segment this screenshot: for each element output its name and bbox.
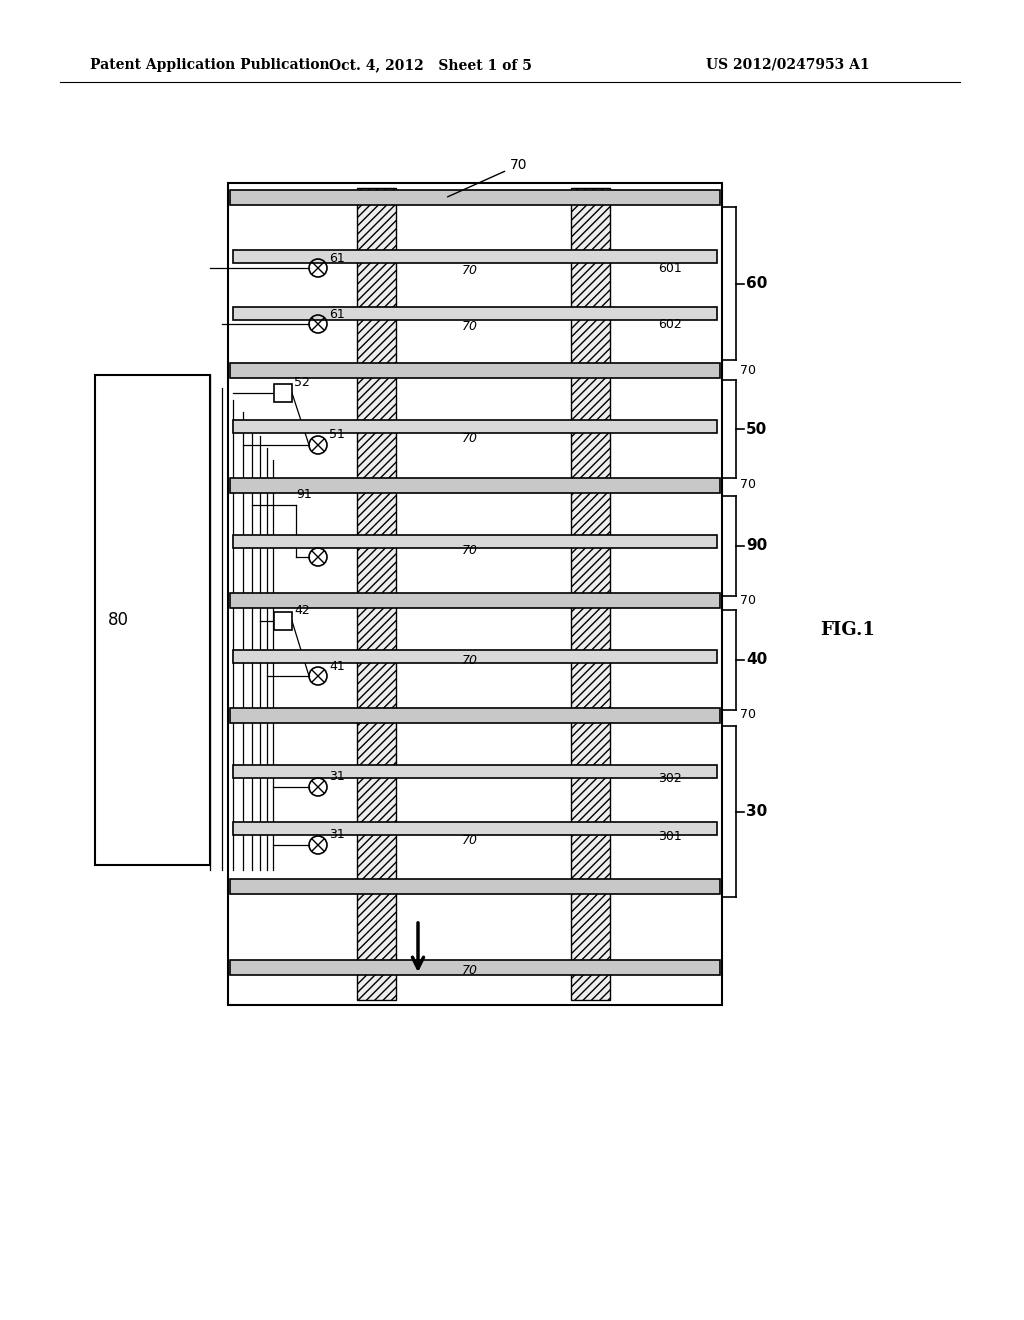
Text: 70: 70: [462, 653, 478, 667]
Bar: [274, 384, 292, 403]
Text: FIG.1: FIG.1: [820, 620, 874, 639]
Text: 70: 70: [462, 264, 478, 276]
Bar: [230, 478, 720, 492]
Bar: [233, 535, 717, 548]
Bar: [233, 822, 717, 836]
Text: 41: 41: [329, 660, 345, 672]
Bar: [233, 308, 717, 319]
Text: 50: 50: [746, 421, 767, 437]
Bar: [230, 190, 720, 205]
Bar: [274, 612, 292, 630]
Text: 70: 70: [462, 432, 478, 445]
Text: US 2012/0247953 A1: US 2012/0247953 A1: [707, 58, 870, 73]
Text: 70: 70: [462, 319, 478, 333]
Text: 52: 52: [294, 375, 310, 388]
Text: 70: 70: [462, 964, 478, 977]
Text: 91: 91: [296, 487, 311, 500]
Text: 70: 70: [740, 479, 756, 491]
Text: 31: 31: [329, 829, 345, 842]
Text: 31: 31: [329, 771, 345, 784]
Text: 70: 70: [740, 709, 756, 722]
Bar: [230, 593, 720, 609]
Bar: [95, 375, 210, 865]
Bar: [233, 420, 717, 433]
Bar: [230, 708, 720, 723]
Text: 51: 51: [329, 429, 345, 441]
Text: Patent Application Publication: Patent Application Publication: [90, 58, 330, 73]
Text: 42: 42: [294, 603, 309, 616]
Text: 61: 61: [329, 308, 345, 321]
Bar: [357, 187, 396, 1001]
Bar: [230, 363, 720, 378]
Bar: [233, 649, 717, 663]
Text: 602: 602: [658, 318, 682, 330]
Bar: [230, 960, 720, 975]
Text: 80: 80: [108, 611, 129, 630]
Text: 70: 70: [462, 544, 478, 557]
Text: 70: 70: [740, 363, 756, 376]
Bar: [571, 187, 610, 1001]
Bar: [230, 879, 720, 894]
Text: 61: 61: [329, 252, 345, 264]
Text: 70: 70: [447, 158, 527, 197]
Text: 60: 60: [746, 276, 767, 290]
Text: 40: 40: [746, 652, 767, 668]
Text: 70: 70: [462, 833, 478, 846]
Text: 301: 301: [658, 829, 682, 842]
Bar: [233, 249, 717, 263]
Bar: [228, 183, 722, 1005]
Text: 30: 30: [746, 804, 767, 818]
Bar: [233, 766, 717, 777]
Text: 302: 302: [658, 771, 682, 784]
Text: 90: 90: [746, 539, 767, 553]
Text: 601: 601: [658, 261, 682, 275]
Text: 70: 70: [740, 594, 756, 606]
Text: Oct. 4, 2012   Sheet 1 of 5: Oct. 4, 2012 Sheet 1 of 5: [329, 58, 531, 73]
